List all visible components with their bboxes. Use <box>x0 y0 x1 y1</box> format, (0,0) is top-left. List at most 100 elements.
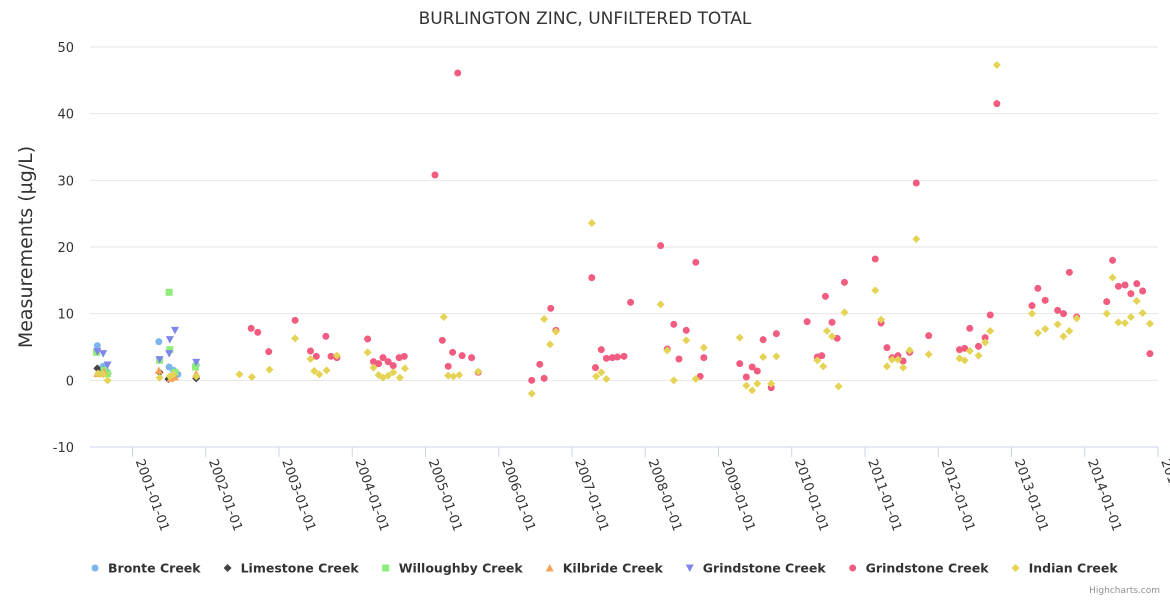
legend-symbol[interactable] <box>849 564 857 572</box>
data-point[interactable] <box>966 324 974 332</box>
data-point[interactable] <box>312 352 320 360</box>
data-point[interactable] <box>736 360 744 368</box>
data-point[interactable] <box>327 352 335 360</box>
data-point[interactable] <box>742 373 750 381</box>
data-point[interactable] <box>613 353 621 361</box>
data-point[interactable] <box>905 346 914 355</box>
data-point[interactable] <box>431 171 439 179</box>
data-point[interactable] <box>540 315 549 323</box>
data-point[interactable] <box>155 373 164 382</box>
legend-item[interactable]: Limestone Creek <box>223 561 360 576</box>
data-point[interactable] <box>748 363 756 371</box>
data-point[interactable] <box>1054 306 1062 314</box>
data-point[interactable] <box>742 381 751 390</box>
data-point[interactable] <box>912 179 920 187</box>
data-point[interactable] <box>1103 298 1111 306</box>
data-point[interactable] <box>306 355 315 363</box>
data-point[interactable] <box>675 355 683 363</box>
data-point[interactable] <box>1138 309 1147 317</box>
data-point[interactable] <box>291 334 300 343</box>
data-point[interactable] <box>1059 332 1068 341</box>
data-point[interactable] <box>700 354 708 362</box>
data-point[interactable] <box>821 292 829 300</box>
data-point[interactable] <box>165 350 174 358</box>
data-point[interactable] <box>315 370 324 379</box>
data-point[interactable] <box>1033 329 1042 337</box>
data-point[interactable] <box>540 374 548 382</box>
data-point[interactable] <box>735 333 744 342</box>
data-point[interactable] <box>306 347 314 355</box>
legend-item[interactable]: Grindstone Creek <box>685 561 827 576</box>
data-point[interactable] <box>759 336 767 344</box>
data-point[interactable] <box>166 346 174 354</box>
data-point[interactable] <box>981 338 990 347</box>
data-point[interactable] <box>663 346 672 355</box>
data-point[interactable] <box>591 364 599 372</box>
data-point[interactable] <box>818 352 826 360</box>
legend-item[interactable]: Indian Creek <box>1011 561 1119 576</box>
legend-label[interactable]: Grindstone Creek <box>866 561 990 576</box>
data-point[interactable] <box>840 308 849 317</box>
data-point[interactable] <box>899 363 908 372</box>
data-point[interactable] <box>819 362 828 371</box>
data-point[interactable] <box>104 370 112 378</box>
data-point[interactable] <box>322 332 330 340</box>
legend-label[interactable]: Limestone Creek <box>241 561 360 576</box>
data-point[interactable] <box>767 379 776 388</box>
data-point[interactable] <box>893 355 902 364</box>
data-point[interactable] <box>670 320 678 328</box>
data-point[interactable] <box>627 298 635 306</box>
legend-label[interactable]: Bronte Creek <box>108 561 201 576</box>
data-point[interactable] <box>883 344 891 352</box>
data-point[interactable] <box>692 258 700 266</box>
legend-symbol[interactable] <box>223 564 232 572</box>
legend-item[interactable]: Willoughby Creek <box>382 561 523 576</box>
data-point[interactable] <box>1145 319 1154 328</box>
data-point[interactable] <box>828 318 836 326</box>
data-point[interactable] <box>753 367 761 375</box>
data-point[interactable] <box>547 304 555 312</box>
data-point[interactable] <box>620 352 628 360</box>
data-point[interactable] <box>699 343 708 352</box>
data-point[interactable] <box>474 367 483 376</box>
data-point[interactable] <box>597 368 606 377</box>
data-point[interactable] <box>1133 280 1141 288</box>
legend-label[interactable]: Grindstone Creek <box>703 561 827 576</box>
data-point[interactable] <box>444 371 453 380</box>
data-point[interactable] <box>468 354 476 362</box>
data-point[interactable] <box>772 352 781 361</box>
data-point[interactable] <box>1028 309 1037 318</box>
data-point[interactable] <box>1041 296 1049 304</box>
data-point[interactable] <box>1114 318 1123 327</box>
data-point[interactable] <box>871 286 880 295</box>
data-point[interactable] <box>602 375 611 383</box>
data-point[interactable] <box>94 369 103 378</box>
data-point[interactable] <box>536 360 544 368</box>
data-point[interactable] <box>1108 273 1117 282</box>
data-point[interactable] <box>1065 268 1073 276</box>
data-point[interactable] <box>1102 309 1111 318</box>
data-point[interactable] <box>1109 256 1117 264</box>
data-point[interactable] <box>803 318 811 326</box>
data-point[interactable] <box>551 327 560 336</box>
data-point[interactable] <box>155 356 164 364</box>
data-point[interactable] <box>449 348 457 356</box>
data-point[interactable] <box>961 344 969 352</box>
data-point[interactable] <box>1072 314 1081 323</box>
data-point[interactable] <box>834 382 843 391</box>
data-point[interactable] <box>192 358 201 367</box>
data-point[interactable] <box>813 356 822 365</box>
data-point[interactable] <box>1121 281 1129 289</box>
data-point[interactable] <box>265 365 274 374</box>
data-point[interactable] <box>291 316 299 324</box>
legend-symbol[interactable] <box>1011 564 1020 572</box>
legend-symbol[interactable] <box>685 564 694 573</box>
data-point[interactable] <box>375 360 383 368</box>
data-point[interactable] <box>1127 290 1135 298</box>
data-point[interactable] <box>597 346 605 354</box>
data-point[interactable] <box>925 332 933 340</box>
data-point[interactable] <box>379 354 387 362</box>
data-point[interactable] <box>1114 282 1122 290</box>
data-point[interactable] <box>235 370 244 379</box>
data-point[interactable] <box>438 336 446 344</box>
